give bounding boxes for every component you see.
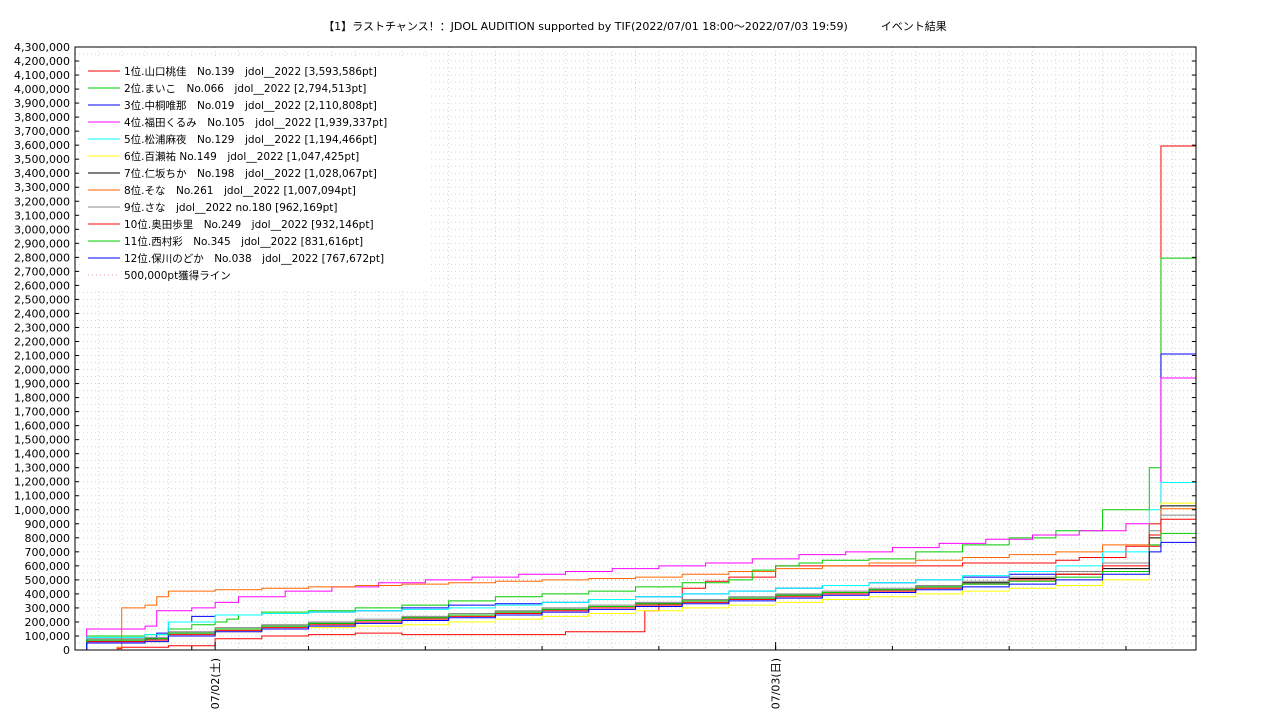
y-tick-label: 3,000,000: [14, 223, 70, 236]
series-line-5: [75, 481, 1196, 651]
series-line-4: [75, 377, 1196, 651]
series-line-12: [75, 541, 1196, 651]
y-tick-label: 1,900,000: [14, 378, 70, 391]
y-tick-label: 200,000: [25, 616, 71, 629]
y-tick-label: 0: [63, 644, 70, 657]
grid-lines: [75, 47, 1196, 650]
legend-box: [82, 57, 430, 289]
y-tick-label: 1,100,000: [14, 490, 70, 503]
legend-label: 12位.保川のどか No.038 jdol__2022 [767,672pt]: [124, 252, 384, 265]
plot-frame: [74, 46, 1197, 651]
y-tick-label: 3,100,000: [14, 209, 70, 222]
y-tick-label: 700,000: [25, 546, 71, 559]
x-tick-label: 07/03(日): [770, 658, 783, 709]
legend: 1位.山口桃佳 No.139 jdol__2022 [3,593,586pt] 2…: [82, 57, 430, 289]
y-axis: 0100,000200,000300,000400,000500,000600,…: [14, 41, 1196, 657]
series-lines: [75, 145, 1196, 651]
legend-label: 7位.仁坂ちか No.198 jdol__2022 [1,028,067pt]: [124, 167, 377, 180]
y-tick-label: 500,000: [25, 574, 71, 587]
y-tick-label: 2,100,000: [14, 350, 70, 363]
y-tick-label: 4,300,000: [14, 41, 70, 54]
y-tick-label: 1,200,000: [14, 476, 70, 489]
y-tick-label: 3,900,000: [14, 97, 70, 110]
legend-label: 5位.松浦麻夜 No.129 jdol__2022 [1,194,466pt]: [124, 133, 377, 146]
legend-label: 2位.まいこ No.066 jdol__2022 [2,794,513pt]: [124, 82, 366, 95]
y-tick-label: 2,200,000: [14, 335, 70, 348]
legend-label: 10位.奥田歩里 No.249 jdol__2022 [932,146pt]: [124, 218, 374, 231]
legend-label: 4位.福田くるみ No.105 jdol__2022 [1,939,337pt]: [124, 116, 387, 129]
y-tick-label: 3,400,000: [14, 167, 70, 180]
y-tick-label: 3,700,000: [14, 125, 70, 138]
x-tick-label: 07/02(土): [209, 658, 222, 709]
legend-label: 11位.西村彩 No.345 jdol__2022 [831,616pt]: [124, 235, 363, 248]
y-tick-label: 4,100,000: [14, 69, 70, 82]
y-tick-label: 2,900,000: [14, 237, 70, 250]
y-tick-label: 2,300,000: [14, 321, 70, 334]
y-tick-label: 1,600,000: [14, 420, 70, 433]
series-line-11: [75, 532, 1196, 651]
y-tick-label: 2,700,000: [14, 265, 70, 278]
legend-label: 8位.そな No.261 jdol__2022 [1,007,094pt]: [124, 184, 356, 197]
y-tick-label: 1,300,000: [14, 462, 70, 475]
y-tick-label: 3,300,000: [14, 181, 70, 194]
y-tick-label: 1,700,000: [14, 406, 70, 419]
series-line-2: [75, 257, 1196, 651]
y-tick-label: 600,000: [25, 560, 71, 573]
series-line-8: [75, 508, 1196, 651]
y-tick-label: 2,400,000: [14, 307, 70, 320]
y-tick-label: 2,500,000: [14, 293, 70, 306]
y-tick-label: 100,000: [25, 630, 71, 643]
y-tick-label: 3,800,000: [14, 111, 70, 124]
y-tick-label: 1,500,000: [14, 434, 70, 447]
y-tick-label: 400,000: [25, 588, 71, 601]
legend-label: 500,000pt獲得ライン: [124, 269, 231, 282]
y-tick-label: 3,600,000: [14, 139, 70, 152]
y-tick-label: 2,600,000: [14, 279, 70, 292]
y-tick-label: 2,800,000: [14, 251, 70, 264]
x-axis: 07/02(土) 07/03(日): [74, 642, 1127, 709]
chart-title: 【1】ラストチャンス！：JDOL AUDITION supported by T…: [323, 20, 947, 33]
legend-label: 3位.中桐唯那 No.019 jdol__2022 [2,110,808pt]: [124, 99, 377, 112]
y-tick-label: 300,000: [25, 602, 71, 615]
y-tick-label: 800,000: [25, 532, 71, 545]
y-tick-label: 2,000,000: [14, 364, 70, 377]
y-tick-label: 3,500,000: [14, 153, 70, 166]
legend-label: 1位.山口桃佳 No.139 jdol__2022 [3,593,586pt]: [124, 65, 377, 78]
y-tick-label: 4,200,000: [14, 55, 70, 68]
legend-label: 6位.百瀬祐 No.149 jdol__2022 [1,047,425pt]: [124, 150, 359, 163]
y-tick-label: 1,800,000: [14, 392, 70, 405]
legend-label: 9位.さな jdol__2022 no.180 [962,169pt]: [124, 201, 338, 214]
y-tick-label: 900,000: [25, 518, 71, 531]
y-tick-label: 1,000,000: [14, 504, 70, 517]
y-tick-label: 4,000,000: [14, 83, 70, 96]
y-tick-label: 3,200,000: [14, 195, 70, 208]
y-tick-label: 1,400,000: [14, 448, 70, 461]
